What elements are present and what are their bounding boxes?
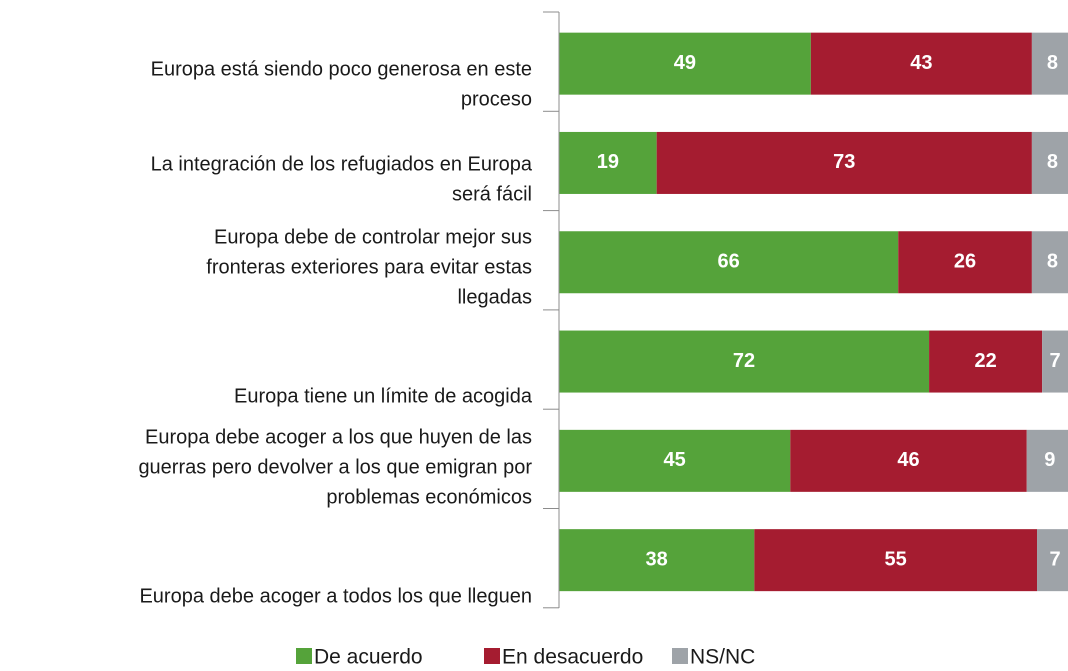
bar-segment — [1037, 529, 1068, 592]
bar-segment — [898, 231, 1032, 294]
value-label: 7 — [1049, 548, 1060, 570]
bar-segment — [1031, 231, 1068, 294]
bar-segment — [559, 330, 930, 393]
bar-segment — [656, 131, 1032, 194]
bar-segment — [559, 231, 899, 294]
value-label: 45 — [664, 449, 686, 471]
value-label: 46 — [897, 449, 919, 471]
value-label: 7 — [1049, 350, 1060, 372]
category-label: será fácil — [452, 183, 532, 205]
value-label: 26 — [954, 251, 976, 273]
value-label: 43 — [910, 52, 932, 74]
category-label: Europa debe acoger a los que huyen de la… — [145, 426, 532, 448]
value-label: 8 — [1047, 251, 1058, 273]
category-label: Europa debe de controlar mejor sus — [214, 226, 532, 248]
bar-segment — [1031, 32, 1068, 95]
category-label: Europa debe acoger a todos los que llegu… — [139, 585, 532, 607]
bar-segment — [929, 330, 1043, 393]
value-label: 66 — [717, 251, 739, 273]
bar-segment — [1031, 131, 1068, 194]
category-label: fronteras exteriores para evitar estas — [206, 256, 532, 278]
bar-segment — [790, 429, 1027, 492]
category-label: guerras pero devolver a los que emigran … — [138, 456, 532, 478]
value-label: 9 — [1044, 449, 1055, 471]
value-label: 38 — [646, 548, 668, 570]
value-label: 19 — [597, 151, 619, 173]
value-label: 73 — [833, 151, 855, 173]
legend-swatch — [296, 648, 312, 664]
bar-segment — [559, 529, 755, 592]
bar-segment — [1026, 429, 1068, 492]
category-label: Europa tiene un límite de acogida — [234, 385, 533, 407]
value-label: 8 — [1047, 151, 1058, 173]
value-label: 49 — [674, 52, 696, 74]
legend-swatch — [484, 648, 500, 664]
value-label: 55 — [885, 548, 907, 570]
plot-area: 49 43 8 19 73 8 66 26 8 72 22 7 45 46 9 38 55 7 — [559, 32, 1068, 592]
bar-segment — [810, 32, 1032, 95]
category-label: Europa está siendo poco generosa en este — [151, 58, 532, 80]
category-label: proceso — [461, 88, 532, 110]
value-label: 22 — [974, 350, 996, 372]
bar-segment — [1042, 330, 1068, 393]
legend-swatch — [672, 648, 688, 664]
legend-label: NS/NC — [690, 646, 755, 669]
bar-segment — [559, 32, 811, 95]
legend-label: De acuerdo — [314, 646, 423, 669]
bar-segment — [559, 429, 791, 492]
value-label: 72 — [733, 350, 755, 372]
value-label: 8 — [1047, 52, 1058, 74]
category-label: problemas económicos — [326, 486, 532, 508]
category-label: llegadas — [457, 286, 532, 308]
bar-segment — [754, 529, 1038, 592]
category-label: La integración de los refugiados en Euro… — [151, 153, 533, 175]
bar-segment — [559, 131, 657, 194]
legend-label: En desacuerdo — [502, 646, 643, 669]
